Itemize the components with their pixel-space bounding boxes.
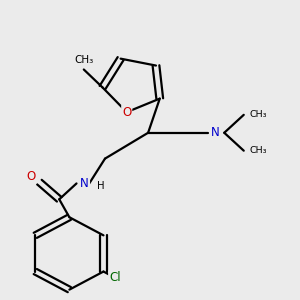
Text: Cl: Cl	[109, 271, 121, 284]
Text: O: O	[122, 106, 131, 118]
Text: N: N	[80, 177, 89, 190]
Text: CH₃: CH₃	[249, 110, 267, 119]
Text: O: O	[26, 170, 36, 183]
Text: CH₃: CH₃	[249, 146, 267, 155]
Text: H: H	[98, 181, 105, 191]
Text: N: N	[211, 126, 219, 139]
Text: CH₃: CH₃	[74, 55, 93, 65]
